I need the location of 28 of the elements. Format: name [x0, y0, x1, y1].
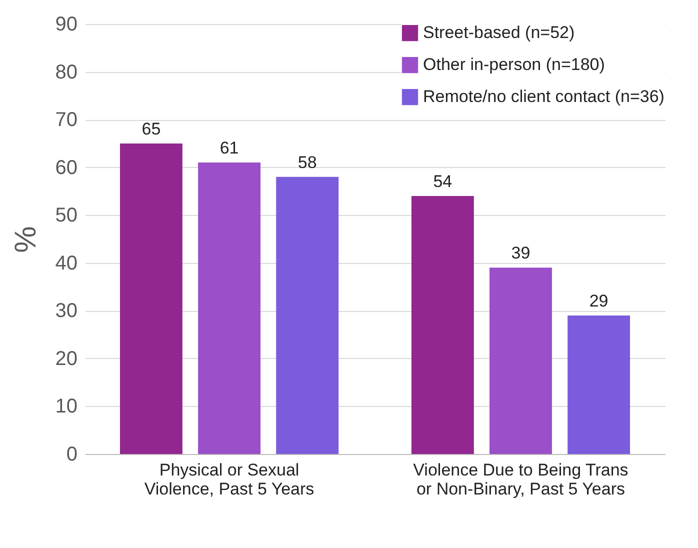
data-label: 61	[220, 138, 239, 158]
y-tick-label: 50	[55, 204, 78, 227]
y-tick-label: 80	[55, 61, 78, 84]
data-label: 29	[589, 291, 608, 310]
y-tick-label: 70	[55, 109, 78, 132]
bar	[568, 315, 630, 454]
data-label: 65	[142, 119, 161, 138]
x-tick-label: Violence Due to Being Trans or Non-Binary, Past 5 Years	[413, 460, 628, 498]
bar	[490, 268, 552, 454]
data-label: 58	[298, 152, 317, 172]
data-label: 39	[511, 244, 530, 263]
bar	[411, 196, 474, 454]
legend-label: Other in-person (n=180)	[423, 55, 605, 74]
y-tick-label: 60	[55, 156, 78, 179]
y-tick-label: 20	[55, 348, 78, 370]
x-tick-label: Physical or Sexual Violence, Past 5 Years	[144, 460, 314, 498]
bar	[120, 143, 182, 454]
data-label: 54	[433, 172, 452, 191]
bar	[276, 176, 339, 454]
y-tick-label: 90	[55, 14, 78, 36]
bar	[198, 162, 260, 454]
y-axis-title: %	[9, 226, 42, 253]
y-tick-label: 30	[55, 300, 78, 322]
y-tick-label: 10	[55, 396, 78, 418]
y-tick-label: 40	[55, 252, 78, 274]
legend-label: Street-based (n=52)	[423, 23, 575, 42]
legend-label: Remote/no client contact (n=36)	[423, 87, 664, 106]
y-tick-label: 0	[66, 444, 78, 466]
